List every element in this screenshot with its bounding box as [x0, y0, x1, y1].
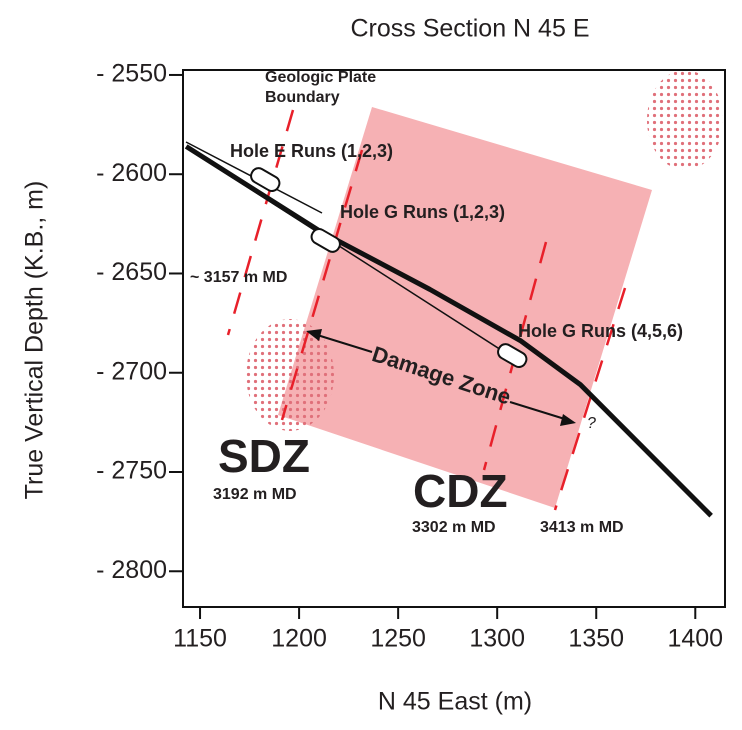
- annotation: Geologic Plate: [265, 69, 376, 86]
- annotation: Hole G Runs (4,5,6): [518, 321, 683, 341]
- boundary-line: [226, 109, 295, 336]
- annotation: Hole E Runs (1,2,3): [230, 141, 393, 161]
- x-tick-label: 1200: [271, 625, 327, 653]
- annotation: 3302 m MD: [412, 519, 496, 536]
- well-path: [184, 144, 713, 518]
- annotation: SDZ: [218, 430, 310, 482]
- annotation: 3192 m MD: [213, 486, 297, 503]
- chart-title: Cross Section N 45 E: [351, 15, 590, 43]
- annotation: 3413 m MD: [540, 519, 624, 536]
- annotation: ?: [587, 415, 596, 432]
- tool: [310, 228, 341, 253]
- tool: [497, 343, 528, 369]
- annotation: ~ 3157 m MD: [190, 269, 287, 286]
- y-tick-label: - 2550: [96, 60, 167, 88]
- dotted-zone: [647, 70, 723, 170]
- annotation: CDZ: [413, 465, 508, 517]
- annotation: Hole G Runs (1,2,3): [340, 202, 505, 222]
- y-tick-label: - 2750: [96, 457, 167, 485]
- dotted-zone: [246, 319, 334, 431]
- y-tick-label: - 2650: [96, 258, 167, 286]
- y-tick-label: - 2600: [96, 159, 167, 187]
- boundary-line: [280, 149, 364, 421]
- annotation: Boundary: [265, 89, 340, 106]
- x-tick-label: 1250: [370, 625, 426, 653]
- x-tick-label: 1300: [469, 625, 525, 653]
- y-tick-label: - 2800: [96, 556, 167, 584]
- y-tick-label: - 2700: [96, 357, 167, 385]
- plot: [184, 144, 713, 518]
- x-tick-label: 1350: [568, 625, 624, 653]
- x-tick-label: 1150: [173, 625, 227, 653]
- y-axis-label: True Vertical Depth (K.B., m): [21, 181, 49, 500]
- plot-frame: [182, 69, 726, 608]
- damage-arrow: [306, 329, 576, 426]
- x-tick-label: 1400: [667, 625, 723, 653]
- x-axis-label: N 45 East (m): [378, 688, 532, 716]
- tool: [250, 167, 281, 192]
- boundary-line: [553, 287, 627, 511]
